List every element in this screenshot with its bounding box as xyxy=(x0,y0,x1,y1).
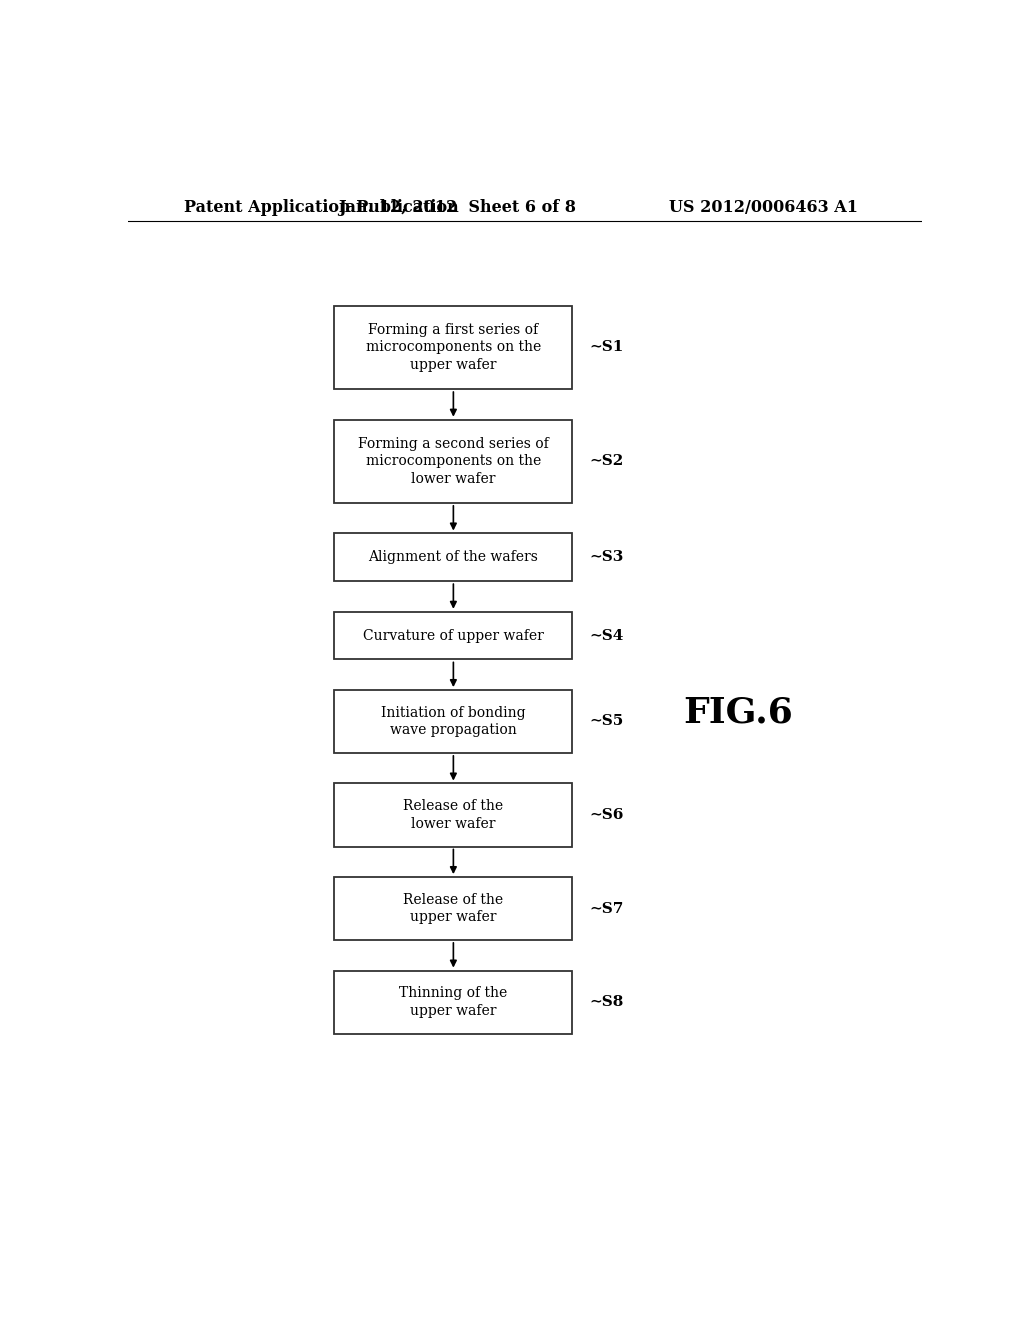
Text: ∼S8: ∼S8 xyxy=(590,995,625,1008)
Text: Initiation of bonding
wave propagation: Initiation of bonding wave propagation xyxy=(381,706,525,737)
Text: ∼S7: ∼S7 xyxy=(590,902,625,916)
Text: ∼S5: ∼S5 xyxy=(590,714,624,729)
Bar xyxy=(334,784,572,846)
Text: FIG.6: FIG.6 xyxy=(684,696,794,730)
Bar xyxy=(334,533,572,581)
Text: ∼S6: ∼S6 xyxy=(590,808,625,822)
Text: Release of the
lower wafer: Release of the lower wafer xyxy=(403,800,504,830)
Bar xyxy=(334,611,572,660)
Text: ∼S2: ∼S2 xyxy=(590,454,624,469)
Text: Patent Application Publication: Patent Application Publication xyxy=(183,199,459,215)
Bar xyxy=(334,420,572,503)
Text: ∼S3: ∼S3 xyxy=(590,550,625,565)
Text: Thinning of the
upper wafer: Thinning of the upper wafer xyxy=(399,986,508,1018)
Text: US 2012/0006463 A1: US 2012/0006463 A1 xyxy=(669,199,858,215)
Bar xyxy=(334,306,572,389)
Text: Alignment of the wafers: Alignment of the wafers xyxy=(369,550,539,565)
Text: ∼S4: ∼S4 xyxy=(590,628,625,643)
Text: Forming a first series of
microcomponents on the
upper wafer: Forming a first series of microcomponent… xyxy=(366,323,541,372)
Bar xyxy=(334,876,572,940)
Text: Release of the
upper wafer: Release of the upper wafer xyxy=(403,892,504,924)
Bar xyxy=(334,690,572,752)
Text: ∼S1: ∼S1 xyxy=(590,341,625,355)
Bar xyxy=(334,970,572,1034)
Text: Curvature of upper wafer: Curvature of upper wafer xyxy=(362,628,544,643)
Text: Jan. 12, 2012  Sheet 6 of 8: Jan. 12, 2012 Sheet 6 of 8 xyxy=(338,199,577,215)
Text: Forming a second series of
microcomponents on the
lower wafer: Forming a second series of microcomponen… xyxy=(358,437,549,486)
